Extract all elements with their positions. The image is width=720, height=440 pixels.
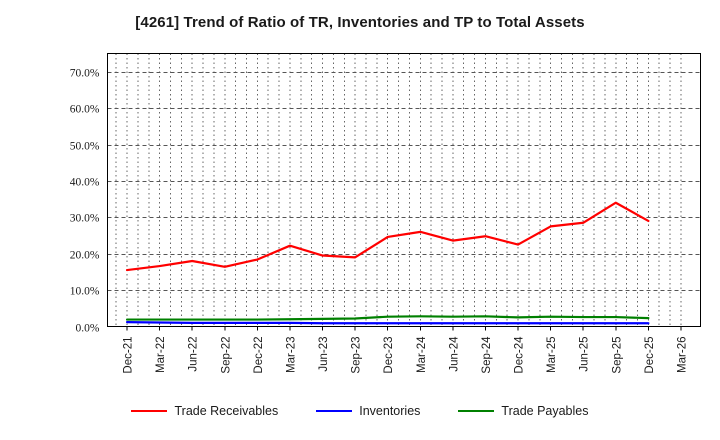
x-axis-tick-label: Sep-22 [220, 337, 232, 374]
minor-gridlines [115, 53, 682, 327]
x-axis-ticks: Dec-21 Mar-22 Jun-22 Sep-22 Dec-22 Mar-23 Jun-… [123, 326, 688, 374]
x-axis-tick-label: Jun-24 [448, 336, 460, 372]
legend-label-inventories: Inventories [359, 404, 421, 418]
x-axis-tick-label: Mar-24 [416, 336, 428, 373]
x-axis-tick-label: Jun-25 [579, 337, 591, 372]
series-lines [125, 201, 650, 325]
legend-label-trade-receivables: Trade Receivables [174, 404, 279, 418]
x-axis-tick-label: Dec-22 [253, 337, 265, 374]
x-axis-tick-label: Sep-25 [611, 337, 623, 374]
legend-swatch-trade-payables [458, 410, 495, 412]
y-axis-tick-label: 20.0% [70, 250, 100, 262]
legend-swatch-inventories [316, 410, 353, 412]
x-axis-tick-label: Mar-25 [546, 337, 558, 373]
x-axis-tick-label: Dec-23 [383, 337, 395, 374]
legend-swatch-trade-receivables [131, 410, 168, 412]
x-axis-tick-label: Dec-25 [644, 337, 656, 374]
x-axis-tick-label: Mar-26 [676, 337, 688, 373]
legend-item-trade-payables[interactable]: Trade Payables [458, 404, 589, 418]
chart-legend: Trade Receivables Inventories Trade Paya… [0, 404, 720, 418]
series-line-inventories [125, 321, 650, 325]
y-axis-tick-label: 60.0% [70, 104, 100, 116]
legend-item-trade-receivables[interactable]: Trade Receivables [131, 404, 278, 418]
y-axis-ticks: 0.0% 10.0% 20.0% 30.0% 40.0% 50.0% 60.0% 70.0% [70, 68, 100, 335]
y-axis-tick-label: 0.0% [76, 323, 100, 335]
legend-label-trade-payables: Trade Payables [501, 404, 589, 418]
x-axis-tick-label: Jun-22 [188, 337, 200, 372]
y-axis-tick-label: 10.0% [70, 286, 100, 298]
major-gridlines [107, 72, 701, 291]
y-axis-tick-label: 30.0% [70, 213, 100, 225]
legend-item-inventories[interactable]: Inventories [316, 404, 420, 418]
x-axis-tick-label: Dec-21 [123, 337, 135, 374]
x-axis-tick-label: Dec-24 [514, 336, 526, 374]
series-line-trade-receivables [125, 201, 650, 272]
x-axis-tick-label: Sep-23 [351, 337, 363, 374]
x-axis-tick-label: Mar-23 [285, 337, 297, 373]
plot-frame [107, 53, 701, 327]
x-axis-tick-label: Jun-23 [318, 337, 330, 372]
chart-title: [4261] Trend of Ratio of TR, Inventories… [135, 14, 585, 31]
y-axis-tick-label: 50.0% [70, 141, 100, 153]
y-axis-tick-label: 70.0% [70, 68, 100, 80]
series-line-trade-payables [125, 315, 650, 321]
x-axis-tick-label: Mar-22 [155, 337, 167, 373]
y-axis-tick-label: 40.0% [70, 177, 100, 189]
x-axis-tick-label: Sep-24 [481, 336, 493, 374]
